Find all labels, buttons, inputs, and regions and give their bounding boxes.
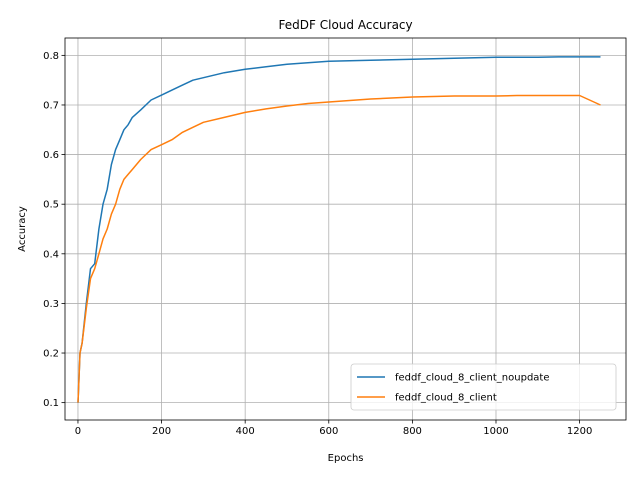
x-axis-label: Epochs: [328, 453, 364, 464]
y-tick-label: 0.6: [43, 150, 59, 161]
plot-frame: [64, 37, 627, 421]
legend-label: feddf_cloud_8_client_noupdate: [395, 373, 550, 384]
y-tick-label: 0.4: [43, 249, 59, 260]
series-layer: [77, 56, 601, 403]
x-tick-label: 400: [236, 426, 255, 437]
y-tick-label: 0.2: [43, 349, 59, 360]
x-tick-label: 1200: [567, 426, 592, 437]
y-tick-label: 0.8: [43, 51, 59, 62]
x-tick-label: 1000: [483, 426, 508, 437]
grid: [65, 38, 626, 420]
x-tick-label: 600: [319, 426, 338, 437]
y-tick-label: 0.3: [43, 299, 59, 310]
x-tick-label: 800: [403, 426, 422, 437]
y-tick-label: 0.1: [43, 398, 59, 409]
x-axis: 0 200 400 600 800 1000 1200: [75, 420, 592, 437]
y-axis: 0.1 0.2 0.3 0.4 0.5 0.6 0.7 0.8: [43, 51, 65, 409]
legend-box: [350, 363, 617, 411]
x-tick-label: 200: [152, 426, 171, 437]
y-tick-label: 0.7: [43, 100, 59, 111]
series-line-2: [77, 94, 601, 403]
y-axis-label: Accuracy: [17, 206, 28, 252]
legend-label: feddf_cloud_8_client: [395, 393, 497, 404]
chart-title: FedDF Cloud Accuracy: [279, 18, 413, 32]
series-line-1: [77, 56, 601, 403]
y-tick-label: 0.5: [43, 200, 59, 211]
legend: feddf_cloud_8_client_noupdate feddf_cloud…: [350, 363, 617, 411]
x-tick-label: 0: [75, 426, 81, 437]
